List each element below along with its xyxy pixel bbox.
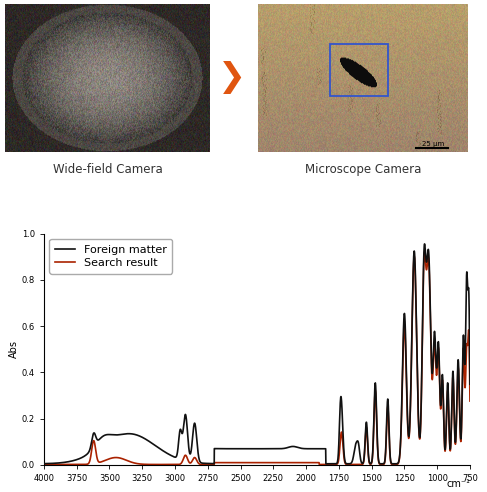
Search result — [454, 393, 460, 399]
Bar — [330, 44, 388, 96]
Foreign matter — [244, 446, 249, 452]
Foreign matter — [351, 453, 356, 459]
Search result — [467, 398, 473, 404]
Search result — [351, 461, 356, 467]
Search result — [210, 461, 216, 467]
Line: Foreign matter: Foreign matter — [44, 244, 470, 464]
Foreign matter — [41, 461, 47, 466]
Text: ❯: ❯ — [218, 61, 246, 94]
Search result — [41, 461, 47, 467]
Foreign matter — [220, 446, 226, 452]
Text: Wide-field Camera: Wide-field Camera — [53, 163, 162, 176]
Search result — [422, 249, 428, 255]
Search result — [224, 460, 229, 465]
Foreign matter — [327, 461, 333, 467]
Foreign matter — [433, 355, 439, 361]
Legend: Foreign matter, Search result: Foreign matter, Search result — [49, 239, 172, 274]
Text: cm⁻¹: cm⁻¹ — [446, 479, 470, 489]
Line: Search result: Search result — [44, 252, 470, 464]
Search result — [433, 364, 439, 370]
Foreign matter — [467, 381, 473, 387]
Text: Microscope Camera: Microscope Camera — [305, 163, 421, 176]
Foreign matter — [422, 241, 428, 247]
Search result — [220, 460, 226, 465]
Foreign matter — [454, 387, 460, 393]
Foreign matter — [224, 446, 229, 452]
Text: 25 μm: 25 μm — [422, 141, 444, 147]
Search result — [244, 460, 249, 465]
Y-axis label: Abs: Abs — [9, 340, 19, 358]
